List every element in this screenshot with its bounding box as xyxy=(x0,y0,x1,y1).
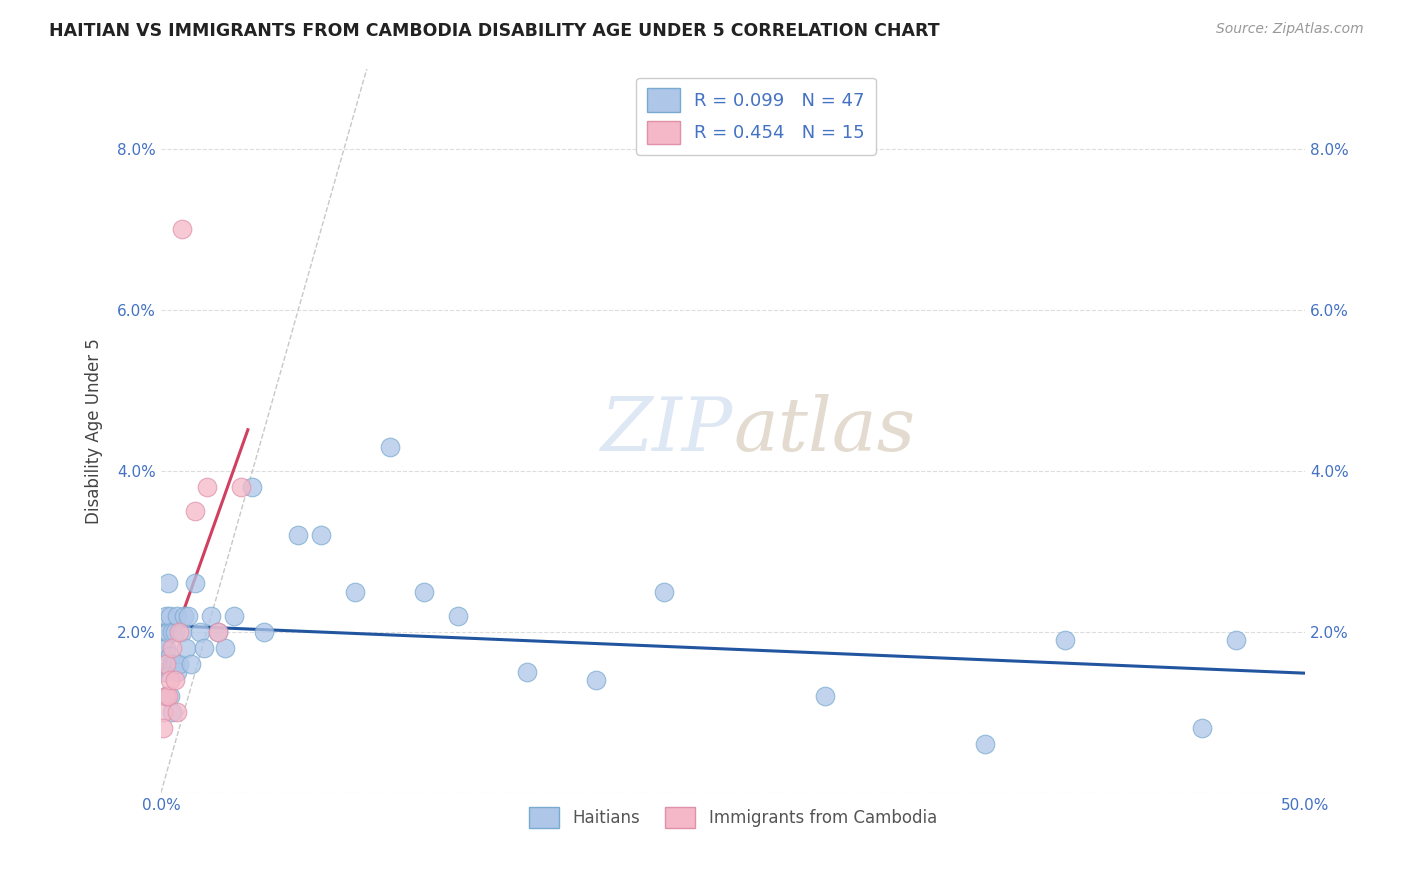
Point xyxy=(155,689,177,703)
Point xyxy=(1225,632,1247,647)
Point xyxy=(152,665,174,679)
Point xyxy=(200,608,222,623)
Point xyxy=(155,640,177,655)
Point xyxy=(214,640,236,655)
Point xyxy=(166,665,188,679)
Point xyxy=(152,624,174,639)
Point xyxy=(242,480,264,494)
Point xyxy=(167,657,190,671)
Point xyxy=(229,480,252,494)
Point xyxy=(309,528,332,542)
Legend: Haitians, Immigrants from Cambodia: Haitians, Immigrants from Cambodia xyxy=(523,800,943,835)
Point xyxy=(170,624,193,639)
Point xyxy=(1191,721,1213,735)
Point xyxy=(162,657,184,671)
Point xyxy=(344,584,367,599)
Point xyxy=(447,608,470,623)
Text: Source: ZipAtlas.com: Source: ZipAtlas.com xyxy=(1216,22,1364,37)
Point xyxy=(973,738,995,752)
Point xyxy=(155,657,177,671)
Point xyxy=(163,624,186,639)
Point xyxy=(177,608,200,623)
Point xyxy=(174,640,197,655)
Point xyxy=(516,665,538,679)
Point xyxy=(287,528,309,542)
Point xyxy=(193,640,215,655)
Point xyxy=(207,624,229,639)
Point xyxy=(180,657,202,671)
Point xyxy=(159,689,181,703)
Text: ZIP: ZIP xyxy=(600,394,733,467)
Point xyxy=(152,640,174,655)
Point xyxy=(152,721,174,735)
Point xyxy=(253,624,276,639)
Point xyxy=(413,584,436,599)
Point xyxy=(170,222,193,236)
Point xyxy=(195,480,218,494)
Point xyxy=(188,624,211,639)
Text: HAITIAN VS IMMIGRANTS FROM CAMBODIA DISABILITY AGE UNDER 5 CORRELATION CHART: HAITIAN VS IMMIGRANTS FROM CAMBODIA DISA… xyxy=(49,22,939,40)
Point xyxy=(813,689,835,703)
Point xyxy=(163,657,186,671)
Point xyxy=(163,673,186,687)
Point xyxy=(162,640,184,655)
Point xyxy=(159,608,181,623)
Point xyxy=(166,608,188,623)
Point xyxy=(156,689,179,703)
Text: atlas: atlas xyxy=(733,394,915,467)
Y-axis label: Disability Age Under 5: Disability Age Under 5 xyxy=(86,338,103,524)
Point xyxy=(173,608,195,623)
Point xyxy=(155,689,177,703)
Point xyxy=(166,705,188,719)
Point xyxy=(155,608,177,623)
Point xyxy=(162,705,184,719)
Point xyxy=(167,624,190,639)
Point xyxy=(156,576,179,591)
Point xyxy=(378,440,401,454)
Point xyxy=(585,673,607,687)
Point xyxy=(224,608,246,623)
Point xyxy=(159,648,181,663)
Point xyxy=(156,624,179,639)
Point xyxy=(207,624,229,639)
Point xyxy=(654,584,676,599)
Point xyxy=(184,576,207,591)
Point xyxy=(162,624,184,639)
Point xyxy=(1053,632,1076,647)
Point xyxy=(152,705,174,719)
Point xyxy=(159,673,181,687)
Point xyxy=(184,504,207,518)
